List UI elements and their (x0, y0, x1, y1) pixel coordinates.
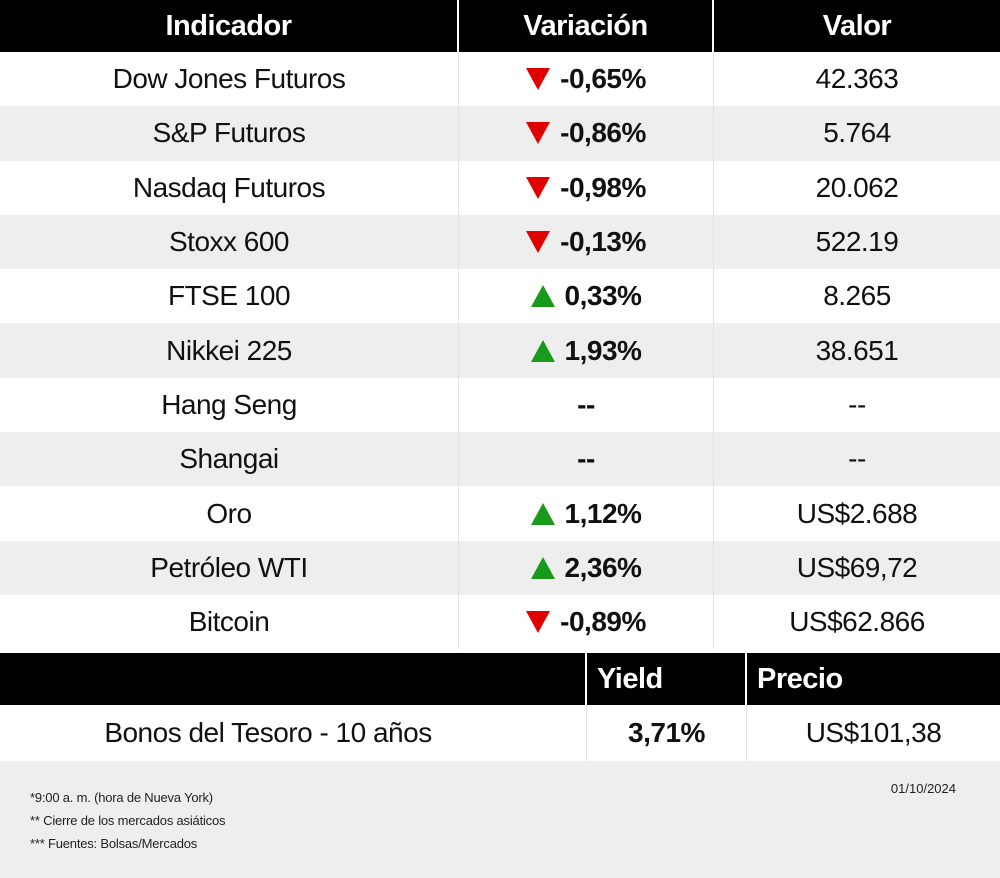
indicator-variation: 1,93% (564, 334, 642, 366)
indicator-value: 20.062 (815, 171, 899, 203)
table-row: Shangai -- -- (0, 432, 1000, 487)
indicator-value: 5.764 (823, 117, 891, 149)
indicator-variation-cell: -0,13% (459, 214, 714, 270)
triangle-down-icon (526, 611, 551, 634)
indicator-variation-cell: -0,98% (459, 160, 714, 215)
triangle-down-icon (526, 68, 551, 91)
indicator-name: Oro (0, 486, 459, 541)
triangle-up-icon (530, 285, 555, 308)
triangle-down-icon (526, 231, 551, 254)
table-row: Stoxx 600 -0,13% 522.19 (0, 214, 1000, 270)
indicator-name: Bitcoin (0, 594, 459, 650)
table-row: Hang Seng -- -- (0, 377, 1000, 433)
indicator-variation-cell: -0,65% (459, 52, 714, 107)
indicator-variation: 1,12% (564, 497, 642, 529)
indicator-variation-cell: 1,12% (459, 486, 714, 541)
header-yield: Yield (587, 653, 747, 705)
footnote-asian-close: ** Cierre de los mercados asiáticos (30, 813, 226, 828)
indicator-value: -- (848, 443, 866, 475)
indicator-value: 38.651 (815, 334, 899, 366)
header-valor: Valor (822, 9, 892, 42)
indicator-variation-cell: -- (459, 432, 714, 487)
indicator-name: Nikkei 225 (0, 323, 459, 378)
indicator-value: 522.19 (815, 226, 899, 258)
indicator-value: 42.363 (815, 63, 899, 95)
triangle-down-icon (526, 122, 551, 145)
table-row: Dow Jones Futuros -0,65% 42.363 (0, 52, 1000, 107)
table-row: Nasdaq Futuros -0,98% 20.062 (0, 160, 1000, 215)
triangle-up-icon (530, 339, 555, 362)
indicator-value: -- (848, 388, 866, 420)
table-row: Petróleo WTI 2,36% US$69,72 (0, 540, 1000, 595)
table-row: Bitcoin -0,89% US$62.866 (0, 594, 1000, 650)
indicator-name: FTSE 100 (0, 269, 459, 324)
indicator-variation: 2,36% (564, 551, 642, 583)
indicator-variation: -- (577, 388, 595, 420)
footer-notes: *9:00 a. m. (hora de Nueva York) ** Cier… (0, 761, 1000, 878)
indicator-value: US$69,72 (796, 551, 918, 583)
indicator-variation: -- (577, 443, 595, 475)
indicator-variation-cell: 2,36% (459, 540, 714, 595)
table-header: Indicador Variación Valor (0, 0, 1000, 52)
triangle-up-icon (530, 556, 555, 579)
indicator-variation: -0,98% (560, 171, 646, 203)
bonds-row: Bonos del Tesoro - 10 años 3,71% US$101,… (0, 705, 1000, 761)
table-row: Nikkei 225 1,93% 38.651 (0, 323, 1000, 378)
indicator-value: US$2.688 (796, 497, 918, 529)
table-row: S&P Futuros -0,86% 5.764 (0, 106, 1000, 161)
indicator-variation-cell: -0,86% (459, 106, 714, 161)
table-row: FTSE 100 0,33% 8.265 (0, 269, 1000, 324)
indicator-name: Dow Jones Futuros (0, 52, 459, 107)
bonds-header: Yield Precio (0, 653, 1000, 705)
bonds-name: Bonos del Tesoro - 10 años (0, 705, 587, 761)
indicator-name: Petróleo WTI (0, 540, 459, 595)
indicator-name: Hang Seng (0, 377, 459, 433)
footnote-time: *9:00 a. m. (hora de Nueva York) (30, 790, 213, 805)
indicator-variation: -0,13% (560, 226, 646, 258)
bonds-header-blank (0, 653, 587, 705)
indicator-name: Shangai (0, 432, 459, 487)
header-precio: Precio (757, 662, 843, 695)
indicator-name: Stoxx 600 (0, 214, 459, 270)
indicator-variation: -0,86% (560, 117, 646, 149)
indicator-value: US$62.866 (789, 606, 925, 638)
indicator-table-body: Dow Jones Futuros -0,65% 42.363 S&P Futuros… (0, 52, 1000, 650)
indicator-name: Nasdaq Futuros (0, 160, 459, 215)
bonds-price: US$101,38 (805, 717, 942, 748)
header-variacion: Variación (459, 0, 714, 52)
indicator-variation: 0,33% (564, 280, 642, 312)
header-indicador: Indicador (0, 0, 459, 52)
indicator-variation: -0,65% (560, 63, 646, 95)
indicator-variation: -0,89% (560, 606, 646, 638)
indicator-variation-cell: -0,89% (459, 594, 714, 650)
footnote-sources: *** Fuentes: Bolsas/Mercados (30, 836, 198, 851)
report-date: 01/10/2024 (890, 781, 956, 796)
indicator-value: 8.265 (823, 280, 891, 312)
triangle-up-icon (530, 502, 555, 525)
indicator-variation-cell: 0,33% (459, 269, 714, 324)
bonds-yield: 3,71% (587, 705, 747, 761)
triangle-down-icon (526, 176, 551, 199)
indicator-name: S&P Futuros (0, 106, 459, 161)
indicator-variation-cell: 1,93% (459, 323, 714, 378)
indicator-variation-cell: -- (459, 377, 714, 433)
table-row: Oro 1,12% US$2.688 (0, 486, 1000, 541)
